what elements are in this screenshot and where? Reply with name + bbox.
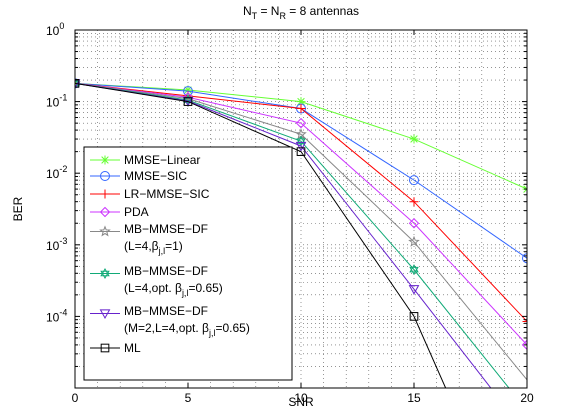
series-1	[75, 78, 527, 194]
data-point	[296, 147, 306, 156]
legend-item: MMSE−SIC	[90, 169, 187, 183]
legend-label: MB−MMSE−DF	[124, 222, 208, 236]
legend-marker	[100, 155, 110, 165]
legend-marker	[100, 171, 110, 181]
y-tick-label: 100	[46, 21, 64, 38]
series-line	[75, 82, 510, 388]
legend-label: MMSE−SIC	[124, 169, 187, 183]
data-point	[295, 117, 307, 129]
legend-item: ML	[90, 341, 141, 355]
data-point	[409, 312, 419, 321]
y-axis-label: BER	[11, 196, 25, 221]
legend-marker	[100, 343, 110, 353]
labels: NT = NR = 8 antennas SNR BER	[11, 4, 359, 409]
y-tick-label: 10-1	[46, 93, 67, 110]
data-point	[522, 316, 527, 326]
x-tick-label: 5	[185, 391, 192, 405]
data-point	[296, 97, 306, 107]
y-tick-label: 10-4	[46, 307, 67, 324]
data-point	[296, 104, 306, 114]
data-point	[409, 134, 419, 144]
data-point	[295, 141, 307, 152]
legend-item: MB−MMSE−DF (M=2,L=4,opt. βj,l=0.65)	[90, 304, 250, 338]
legend-marker	[99, 225, 111, 237]
legend-box	[83, 146, 293, 381]
data-point	[408, 285, 420, 295]
series-line	[75, 82, 527, 381]
legend-label: (M=2,L=4,opt. βj,l=0.65)	[124, 321, 250, 338]
data-point	[408, 218, 420, 229]
grid	[75, 30, 527, 388]
legend-marker	[100, 268, 110, 279]
legend-marker	[99, 206, 111, 218]
legend-label: LR−MMSE−SIC	[124, 187, 210, 201]
legend-item: MB−MMSE−DF (L=4,βj,l=1)	[90, 222, 208, 256]
legend-marker	[99, 309, 111, 320]
data-point	[409, 264, 419, 276]
y-tick-label: 10-2	[46, 164, 67, 181]
chart-title: NT = NR = 8 antennas	[243, 4, 359, 21]
legend-label: MB−MMSE−DF	[124, 304, 208, 318]
legend-item: PDA	[90, 205, 149, 219]
data-point	[183, 85, 193, 95]
x-tick-label: 20	[520, 391, 534, 405]
data-point	[183, 97, 193, 106]
legend-label: ML	[124, 341, 141, 355]
data-point	[409, 175, 419, 186]
data-point	[521, 339, 527, 351]
legend-label: PDA	[124, 205, 149, 219]
data-point	[409, 197, 419, 207]
legend-label: (L=4,βj,l=1)	[124, 239, 183, 256]
axes: 0 5 10 15 20 100 10-1 10-2 10-3 10-4	[46, 21, 534, 405]
x-tick-label: 0	[72, 391, 79, 405]
legend-marker	[100, 189, 110, 199]
x-axis-label: SNR	[288, 395, 314, 409]
data-point	[522, 253, 527, 264]
series-line	[75, 82, 527, 346]
x-tick-label: 10	[294, 391, 308, 405]
legend-label: (L=4,opt. βj,l=0.65)	[124, 281, 223, 298]
legend-item: LR−MMSE−SIC	[90, 187, 210, 201]
y-tick-label: 10-3	[46, 236, 67, 253]
x-tick-label: 15	[407, 391, 421, 405]
series-line	[75, 82, 447, 388]
legend: MMSE−Linear MMSE−SIC LR−MMSE−SIC PDA MB−MMSE…	[83, 146, 293, 381]
series-layer	[75, 77, 527, 388]
legend-item: MMSE−Linear	[90, 153, 200, 167]
data-point	[408, 235, 420, 247]
legend-label: MB−MMSE−DF	[124, 264, 208, 278]
legend-label: MMSE−Linear	[124, 153, 200, 167]
legend-item: MB−MMSE−DF (L=4,opt. βj,l=0.65)	[90, 264, 223, 298]
